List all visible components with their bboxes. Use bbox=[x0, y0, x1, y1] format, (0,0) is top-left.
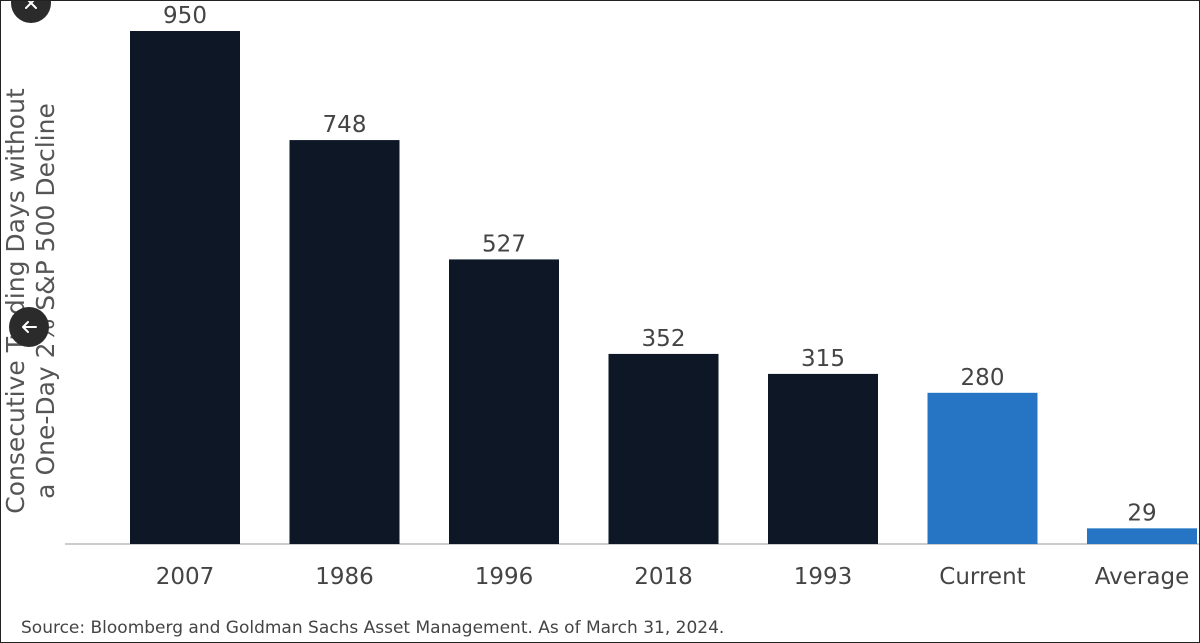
y-axis-label: Consecutive Trading Days without a One-D… bbox=[1, 41, 61, 561]
bar-1993 bbox=[768, 373, 878, 544]
category-label-2007: 2007 bbox=[156, 564, 215, 590]
data-label-2007: 950 bbox=[163, 3, 207, 29]
bar-1986 bbox=[289, 140, 400, 544]
close-icon bbox=[25, 1, 37, 9]
bar-group bbox=[130, 31, 1197, 544]
category-label-current: Current bbox=[939, 564, 1025, 590]
data-label-current: 280 bbox=[961, 365, 1005, 391]
data-label-1993: 315 bbox=[801, 346, 845, 372]
data-label-1986: 748 bbox=[323, 112, 367, 138]
bar-2007 bbox=[130, 31, 240, 544]
category-label-average: Average bbox=[1095, 564, 1189, 590]
close-button[interactable] bbox=[11, 1, 51, 23]
category-label-1996: 1996 bbox=[475, 564, 534, 590]
bar-1996 bbox=[449, 259, 559, 544]
bar-average bbox=[1087, 528, 1197, 544]
category-label-group: 2007 1986 1996 2018 1993 Current Average bbox=[156, 564, 1190, 590]
category-label-1986: 1986 bbox=[315, 564, 374, 590]
data-label-group: 950 748 527 352 315 280 29 bbox=[163, 3, 1157, 526]
y-axis-label-line-1: Consecutive Trading Days without bbox=[1, 88, 30, 514]
data-label-average: 29 bbox=[1127, 500, 1156, 526]
data-label-2018: 352 bbox=[642, 326, 686, 352]
arrow-left-icon bbox=[22, 321, 37, 333]
source-note: Source: Bloomberg and Goldman Sachs Asse… bbox=[21, 618, 725, 638]
y-axis-label-line-2: a One-Day 2% S&P 500 Decline bbox=[31, 103, 60, 499]
bar-current bbox=[927, 392, 1038, 544]
back-button[interactable] bbox=[9, 307, 49, 347]
category-label-2018: 2018 bbox=[634, 564, 693, 590]
data-label-1996: 527 bbox=[482, 231, 526, 257]
bar-2018 bbox=[608, 353, 719, 544]
category-label-1993: 1993 bbox=[794, 564, 853, 590]
